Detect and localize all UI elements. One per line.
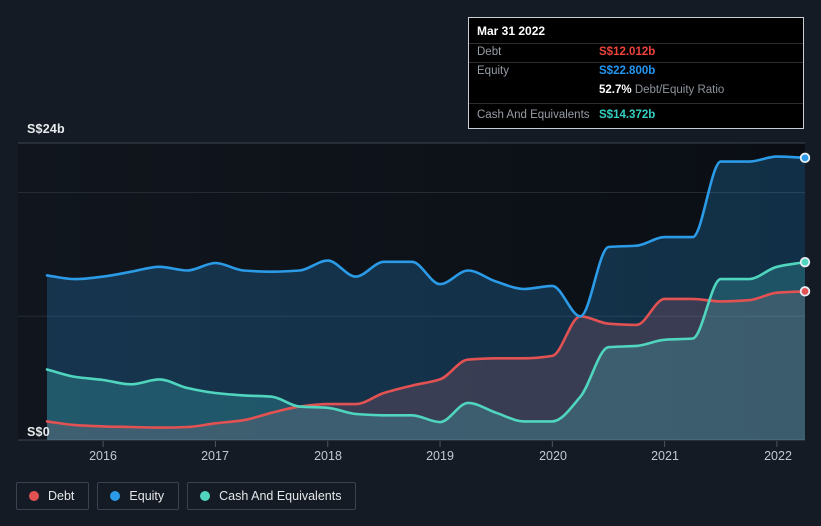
tooltip-date: Mar 31 2022 — [469, 18, 803, 44]
tooltip-equity-label: Equity — [477, 65, 509, 77]
legend-label-debt: Debt — [48, 489, 75, 503]
x-axis-label-2016: 2016 — [89, 449, 117, 463]
tooltip-cash-value: S$14.372b — [599, 109, 656, 121]
tooltip-row-debt: Debt S$12.012b — [469, 44, 803, 63]
tooltip-ratio-label: Debt/Equity Ratio — [634, 84, 725, 96]
equity-series-dot-icon — [110, 491, 121, 501]
legend: Debt Equity Cash And Equivalents — [16, 482, 357, 510]
legend-label-cash: Cash And Equivalents — [219, 489, 342, 503]
legend-item-equity[interactable]: Equity — [97, 482, 180, 510]
legend-item-debt[interactable]: Debt — [16, 482, 90, 510]
x-axis-label-2021: 2021 — [651, 449, 679, 463]
y-axis-label-max: S$24b — [27, 122, 65, 136]
x-axis-label-2022: 2022 — [764, 449, 792, 463]
legend-label-equity: Equity — [129, 489, 165, 503]
legend-item-cash[interactable]: Cash And Equivalents — [187, 482, 357, 510]
tooltip-row-equity: Equity S$22.800b — [469, 63, 803, 80]
tooltip-debt-label: Debt — [477, 46, 502, 58]
tooltip-cash-label: Cash And Equivalents — [477, 109, 590, 121]
x-axis-label-2019: 2019 — [426, 449, 454, 463]
x-axis-label-2018: 2018 — [314, 449, 342, 463]
tooltip-row-cash: Cash And Equivalents S$14.372b — [469, 103, 803, 128]
x-axis-label-2017: 2017 — [201, 449, 229, 463]
tooltip-equity-value: S$22.800b — [599, 65, 656, 77]
x-axis-label-2020: 2020 — [539, 449, 567, 463]
hover-tooltip: Mar 31 2022 Debt S$12.012b Equity S$22.8… — [468, 17, 804, 129]
cash-series-dot-icon — [200, 491, 211, 501]
y-axis-label-zero: S$0 — [27, 425, 50, 439]
tooltip-row-ratio: 52.7% Debt/Equity Ratio — [469, 80, 803, 103]
tooltip-debt-value: S$12.012b — [599, 46, 656, 58]
tooltip-ratio-value: 52.7% — [599, 84, 632, 96]
debt-series-dot-icon — [29, 491, 39, 501]
